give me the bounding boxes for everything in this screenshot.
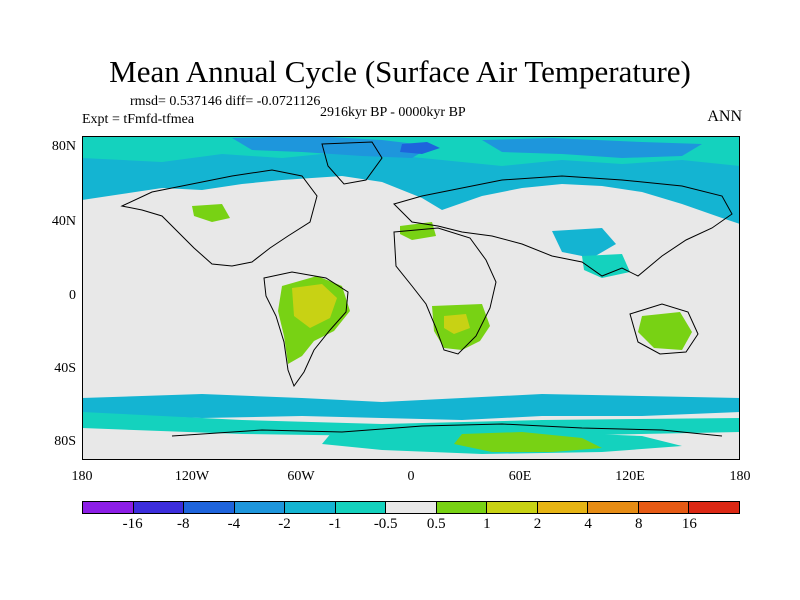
colorbar-label: -2 [278, 516, 291, 532]
north-america-warm-patch [192, 204, 230, 222]
colorbar [82, 501, 740, 514]
lon-tick-120e: 120E [615, 469, 645, 484]
colorbar-segment [285, 502, 336, 513]
colorbar-segment [133, 502, 185, 513]
colorbar-segment [386, 502, 437, 513]
colorbar-label: 1 [483, 516, 491, 532]
coast-north-america [120, 169, 318, 267]
arctic-strong-anomaly [232, 136, 432, 158]
colorbar-label: 4 [584, 516, 592, 532]
antarctic-warm-anomaly [454, 432, 602, 452]
asia-cool-patch [552, 228, 616, 258]
colorbar-segment [638, 502, 690, 513]
lon-tick-60e: 60E [508, 469, 532, 484]
southern-ocean-cool-band [82, 394, 740, 420]
coastlines [120, 141, 733, 437]
colorbar-label: 16 [681, 516, 697, 532]
colorbar-segment [234, 502, 286, 513]
colorbar-segment [487, 502, 538, 513]
southeast-asia-cool-patch [582, 254, 630, 278]
coast-australia [629, 303, 699, 355]
lat-tick-40s: 40S [54, 361, 76, 376]
colorbar-label: 8 [635, 516, 643, 532]
lon-tick-120w: 120W [174, 469, 210, 484]
coast-africa [393, 227, 497, 355]
africa-north-warm-patch [400, 222, 436, 240]
colorbar-label: -16 [122, 516, 143, 532]
temperature-map [82, 136, 740, 460]
coast-europe-asia [393, 175, 733, 277]
colorbar-segment [184, 502, 235, 513]
lat-tick-0: 0 [69, 288, 76, 303]
colorbar-segment [83, 502, 134, 513]
amazon-strong-warm-anomaly [292, 284, 337, 328]
colorbar-segment [537, 502, 589, 513]
lat-tick-80s: 80S [54, 434, 76, 449]
period-label: 2916kyr BP - 0000kyr BP [320, 105, 466, 120]
lat-tick-80n: 80N [51, 139, 76, 154]
coast-greenland [321, 141, 383, 185]
southern-africa-strong-anomaly [444, 314, 470, 334]
colorbar-label: -8 [176, 516, 190, 532]
colorbar-segment [436, 502, 488, 513]
season-label: ANN [707, 108, 742, 125]
colorbar-label: -4 [227, 516, 241, 532]
plot-title: Mean Annual Cycle (Surface Air Temperatu… [109, 54, 691, 89]
coast-antarctica [171, 423, 723, 437]
colorbar-label: 0.5 [426, 516, 446, 532]
lon-tick-180w: 180 [71, 469, 93, 484]
experiment-label: Expt = tFmfd-tfmea [82, 112, 195, 127]
colorbar-label: -0.5 [373, 516, 398, 532]
coast-south-america [263, 271, 349, 388]
lon-tick-0: 0 [407, 469, 415, 484]
lon-tick-180e: 180 [729, 469, 751, 484]
lon-tick-60w: 60W [287, 469, 315, 484]
arctic-strong-anomaly-east [482, 138, 702, 158]
colorbar-segment [588, 502, 639, 513]
lat-tick-40n: 40N [51, 214, 76, 229]
colorbar-segment [689, 502, 739, 513]
map-border [82, 136, 740, 460]
australia-warm-anomaly [638, 312, 692, 350]
southern-ocean-light-band [82, 412, 740, 436]
arctic-strongest-anomaly [400, 142, 440, 154]
colorbar-label: -1 [328, 516, 342, 532]
colorbar-segment [335, 502, 387, 513]
colorbar-label: 2 [533, 516, 542, 532]
stats-text: rmsd= 0.537146 diff= -0.0721126 [130, 94, 321, 109]
